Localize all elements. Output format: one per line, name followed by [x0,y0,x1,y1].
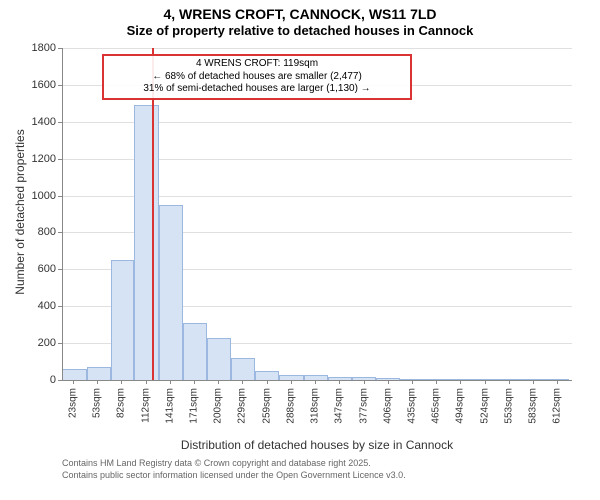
x-tick-label: 435sqm [406,388,417,424]
x-tick-label: 583sqm [528,388,539,424]
histogram-bar [111,260,135,380]
y-tick-label: 1400 [0,116,56,128]
x-tick-label: 288sqm [285,388,296,424]
histogram-bar [159,205,183,380]
y-tick-label: 600 [0,263,56,275]
x-tick-mark [436,380,437,384]
x-tick-label: 494sqm [455,388,466,424]
x-tick-mark [533,380,534,384]
x-tick-mark [315,380,316,384]
y-tick-mark [58,122,62,123]
x-tick-label: 82sqm [116,388,127,418]
annotation-box: 4 WRENS CROFT: 119sqm← 68% of detached h… [102,54,412,100]
x-tick-mark [412,380,413,384]
x-tick-label: 259sqm [261,388,272,424]
y-tick-label: 1000 [0,190,56,202]
y-tick-mark [58,85,62,86]
y-tick-label: 1800 [0,42,56,54]
y-tick-label: 200 [0,337,56,349]
plot-area: 4 WRENS CROFT: 119sqm← 68% of detached h… [62,48,572,380]
y-tick-mark [58,380,62,381]
x-tick-mark [218,380,219,384]
y-tick-mark [58,269,62,270]
y-tick-label: 1600 [0,79,56,91]
x-tick-label: 112sqm [140,388,151,423]
x-tick-label: 553sqm [503,388,514,424]
grid-line [62,48,572,49]
y-tick-label: 400 [0,300,56,312]
y-tick-label: 1200 [0,153,56,165]
y-tick-mark [58,306,62,307]
x-tick-mark [388,380,389,384]
y-tick-label: 800 [0,226,56,238]
chart-container: 4, WRENS CROFT, CANNOCK, WS11 7LD Size o… [0,0,600,500]
x-tick-label: 318sqm [310,388,321,424]
y-axis-line [62,48,63,380]
y-tick-label: 0 [0,374,56,386]
x-tick-mark [557,380,558,384]
histogram-bar [183,323,207,380]
x-tick-label: 23sqm [67,388,78,418]
x-tick-mark [291,380,292,384]
histogram-bar [231,358,255,380]
histogram-bar [87,367,111,380]
x-tick-label: 524sqm [479,388,490,424]
x-tick-label: 171sqm [189,388,200,424]
histogram-bar [62,369,87,380]
x-tick-mark [146,380,147,384]
x-tick-label: 612sqm [552,388,563,424]
x-axis-line [62,380,572,381]
y-tick-mark [58,343,62,344]
title-line-2: Size of property relative to detached ho… [0,23,600,39]
x-tick-mark [97,380,98,384]
x-tick-mark [485,380,486,384]
x-tick-label: 141sqm [164,388,175,424]
chart-title: 4, WRENS CROFT, CANNOCK, WS11 7LD Size o… [0,0,600,38]
x-tick-mark [509,380,510,384]
x-tick-label: 465sqm [431,388,442,424]
y-tick-mark [58,232,62,233]
x-tick-mark [364,380,365,384]
x-tick-label: 229sqm [237,388,248,424]
x-tick-mark [170,380,171,384]
y-tick-mark [58,48,62,49]
x-tick-mark [339,380,340,384]
x-tick-mark [242,380,243,384]
x-tick-mark [121,380,122,384]
x-tick-mark [460,380,461,384]
x-tick-label: 53sqm [92,388,103,418]
annotation-line: 4 WRENS CROFT: 119sqm [108,58,406,71]
y-axis-label: Number of detached properties [13,112,27,312]
x-axis-label: Distribution of detached houses by size … [62,438,572,452]
y-tick-mark [58,196,62,197]
x-tick-mark [267,380,268,384]
x-tick-mark [73,380,74,384]
histogram-bar [255,371,279,380]
histogram-bar [207,338,232,380]
x-tick-label: 347sqm [334,388,345,424]
x-tick-mark [194,380,195,384]
y-tick-mark [58,159,62,160]
credits-line-1: Contains HM Land Registry data © Crown c… [62,458,406,470]
x-tick-label: 200sqm [213,388,224,424]
annotation-line: 31% of semi-detached houses are larger (… [108,83,406,96]
credits-line-2: Contains public sector information licen… [62,470,406,482]
credits: Contains HM Land Registry data © Crown c… [62,458,406,481]
annotation-line: ← 68% of detached houses are smaller (2,… [108,71,406,84]
title-line-1: 4, WRENS CROFT, CANNOCK, WS11 7LD [0,6,600,23]
x-tick-label: 406sqm [382,388,393,424]
x-tick-label: 377sqm [358,388,369,424]
histogram-bar [134,105,159,380]
